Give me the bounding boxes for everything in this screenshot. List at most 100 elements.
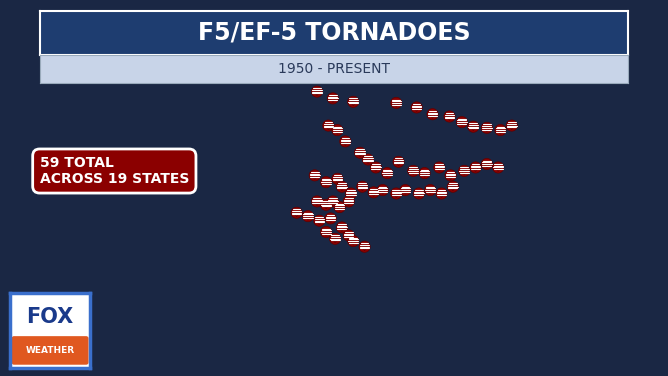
Polygon shape bbox=[484, 128, 490, 132]
Polygon shape bbox=[303, 211, 313, 222]
Polygon shape bbox=[381, 168, 393, 179]
Polygon shape bbox=[368, 187, 379, 198]
Polygon shape bbox=[314, 92, 320, 96]
Polygon shape bbox=[413, 188, 425, 199]
Polygon shape bbox=[314, 215, 325, 226]
Polygon shape bbox=[329, 233, 341, 244]
Polygon shape bbox=[336, 181, 347, 192]
Polygon shape bbox=[346, 202, 351, 206]
Polygon shape bbox=[339, 227, 345, 232]
Polygon shape bbox=[430, 114, 436, 118]
Polygon shape bbox=[357, 181, 368, 192]
Polygon shape bbox=[492, 162, 504, 173]
Polygon shape bbox=[439, 194, 444, 197]
Polygon shape bbox=[448, 181, 458, 192]
Polygon shape bbox=[340, 136, 351, 147]
Polygon shape bbox=[323, 182, 329, 186]
Polygon shape bbox=[410, 171, 416, 175]
Polygon shape bbox=[335, 179, 340, 183]
Polygon shape bbox=[323, 120, 334, 131]
Polygon shape bbox=[311, 196, 323, 207]
Polygon shape bbox=[484, 164, 490, 168]
Polygon shape bbox=[399, 185, 411, 196]
Polygon shape bbox=[506, 120, 517, 131]
Polygon shape bbox=[445, 170, 456, 181]
Polygon shape bbox=[325, 126, 331, 130]
Polygon shape bbox=[307, 52, 318, 63]
Polygon shape bbox=[470, 162, 481, 173]
Text: WEATHER: WEATHER bbox=[25, 346, 75, 355]
Polygon shape bbox=[448, 175, 454, 179]
Polygon shape bbox=[325, 213, 336, 224]
Polygon shape bbox=[294, 213, 299, 217]
Polygon shape bbox=[371, 193, 377, 196]
Polygon shape bbox=[330, 99, 336, 103]
Polygon shape bbox=[373, 167, 379, 171]
Polygon shape bbox=[414, 108, 420, 112]
Polygon shape bbox=[422, 173, 428, 177]
Polygon shape bbox=[355, 147, 365, 158]
Polygon shape bbox=[481, 122, 492, 133]
Polygon shape bbox=[310, 58, 315, 62]
Polygon shape bbox=[351, 102, 356, 106]
Polygon shape bbox=[370, 162, 381, 173]
Polygon shape bbox=[309, 170, 321, 181]
Polygon shape bbox=[416, 194, 422, 197]
Polygon shape bbox=[362, 154, 373, 165]
Polygon shape bbox=[425, 185, 436, 196]
Polygon shape bbox=[450, 187, 456, 191]
Polygon shape bbox=[377, 185, 388, 196]
Polygon shape bbox=[411, 102, 422, 113]
Polygon shape bbox=[327, 196, 339, 207]
Polygon shape bbox=[403, 190, 408, 194]
Polygon shape bbox=[444, 111, 455, 122]
Polygon shape bbox=[317, 221, 322, 225]
Polygon shape bbox=[335, 62, 340, 66]
Text: F5/EF-5 TORNADOES: F5/EF-5 TORNADOES bbox=[198, 21, 470, 45]
Polygon shape bbox=[343, 196, 354, 207]
Polygon shape bbox=[359, 241, 370, 252]
Polygon shape bbox=[419, 168, 430, 179]
Polygon shape bbox=[395, 162, 401, 166]
Text: 59 TOTAL
ACROSS 19 STATES: 59 TOTAL ACROSS 19 STATES bbox=[39, 156, 189, 186]
Polygon shape bbox=[332, 56, 343, 68]
Polygon shape bbox=[321, 177, 332, 188]
Polygon shape bbox=[393, 103, 399, 107]
Polygon shape bbox=[391, 188, 402, 199]
Polygon shape bbox=[346, 235, 351, 240]
Polygon shape bbox=[384, 173, 390, 177]
Polygon shape bbox=[380, 190, 385, 194]
Polygon shape bbox=[311, 86, 323, 97]
Polygon shape bbox=[336, 222, 347, 233]
Polygon shape bbox=[509, 126, 514, 130]
Polygon shape bbox=[321, 199, 332, 211]
Polygon shape bbox=[327, 93, 339, 104]
Polygon shape bbox=[323, 205, 329, 209]
Polygon shape bbox=[335, 130, 340, 134]
Polygon shape bbox=[332, 173, 343, 184]
Polygon shape bbox=[343, 141, 348, 146]
Polygon shape bbox=[339, 187, 345, 191]
Polygon shape bbox=[468, 121, 479, 132]
Polygon shape bbox=[462, 171, 467, 175]
Polygon shape bbox=[436, 167, 442, 171]
Polygon shape bbox=[498, 130, 503, 134]
Polygon shape bbox=[330, 202, 336, 206]
Text: FOX: FOX bbox=[27, 307, 73, 327]
Polygon shape bbox=[323, 232, 329, 236]
Polygon shape bbox=[434, 162, 445, 173]
Polygon shape bbox=[347, 96, 359, 108]
Polygon shape bbox=[347, 235, 359, 247]
Polygon shape bbox=[312, 175, 317, 179]
Polygon shape bbox=[459, 122, 465, 126]
Polygon shape bbox=[365, 159, 371, 164]
Polygon shape bbox=[428, 190, 433, 194]
Polygon shape bbox=[348, 194, 354, 197]
Polygon shape bbox=[427, 109, 438, 120]
Polygon shape bbox=[391, 97, 402, 109]
Polygon shape bbox=[496, 167, 501, 171]
Polygon shape bbox=[343, 230, 354, 241]
Polygon shape bbox=[359, 187, 365, 191]
Text: 1950 - PRESENT: 1950 - PRESENT bbox=[278, 62, 390, 76]
Polygon shape bbox=[291, 207, 302, 218]
